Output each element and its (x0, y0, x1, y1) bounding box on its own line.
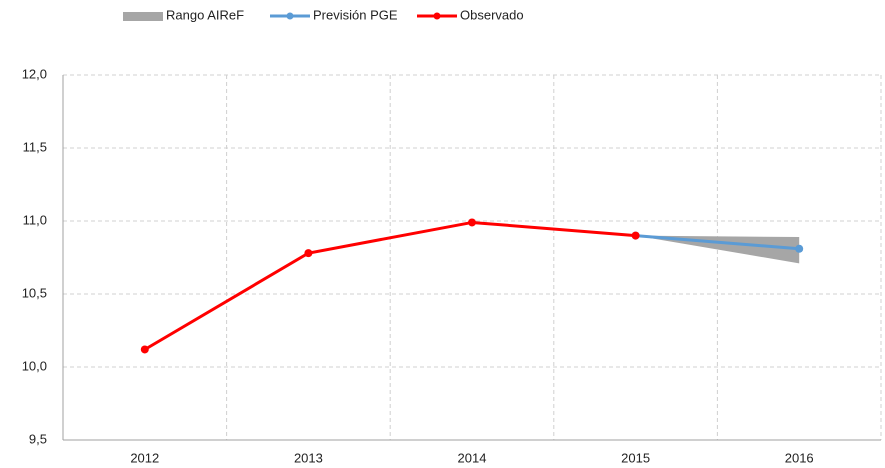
legend-label: Rango AIReF (166, 7, 244, 22)
x-tick-label: 2012 (130, 450, 159, 465)
legend-swatch (123, 12, 163, 21)
legend-label: Observado (460, 7, 524, 22)
x-tick-label: 2015 (621, 450, 650, 465)
y-tick-label: 11,0 (23, 212, 47, 227)
y-tick-label: 10,0 (22, 358, 47, 373)
legend-marker (433, 12, 441, 20)
point (631, 231, 640, 240)
point (304, 249, 313, 258)
series-line (635, 234, 800, 251)
y-tick-label: 10,5 (22, 285, 47, 300)
legend-label: Previsión PGE (313, 7, 398, 22)
y-tick-label: 9,5 (29, 431, 47, 446)
x-tick-label: 2016 (785, 450, 814, 465)
point (468, 218, 476, 227)
legend-marker (286, 12, 294, 20)
series-line (144, 220, 636, 351)
x-tick-label: 2014 (458, 450, 487, 465)
range-band (635, 235, 800, 264)
y-tick-label: 12,0 (22, 66, 47, 81)
point (140, 345, 149, 354)
y-tick-label: 11,5 (23, 139, 47, 154)
point (795, 244, 804, 253)
x-tick-label: 2013 (294, 450, 323, 465)
